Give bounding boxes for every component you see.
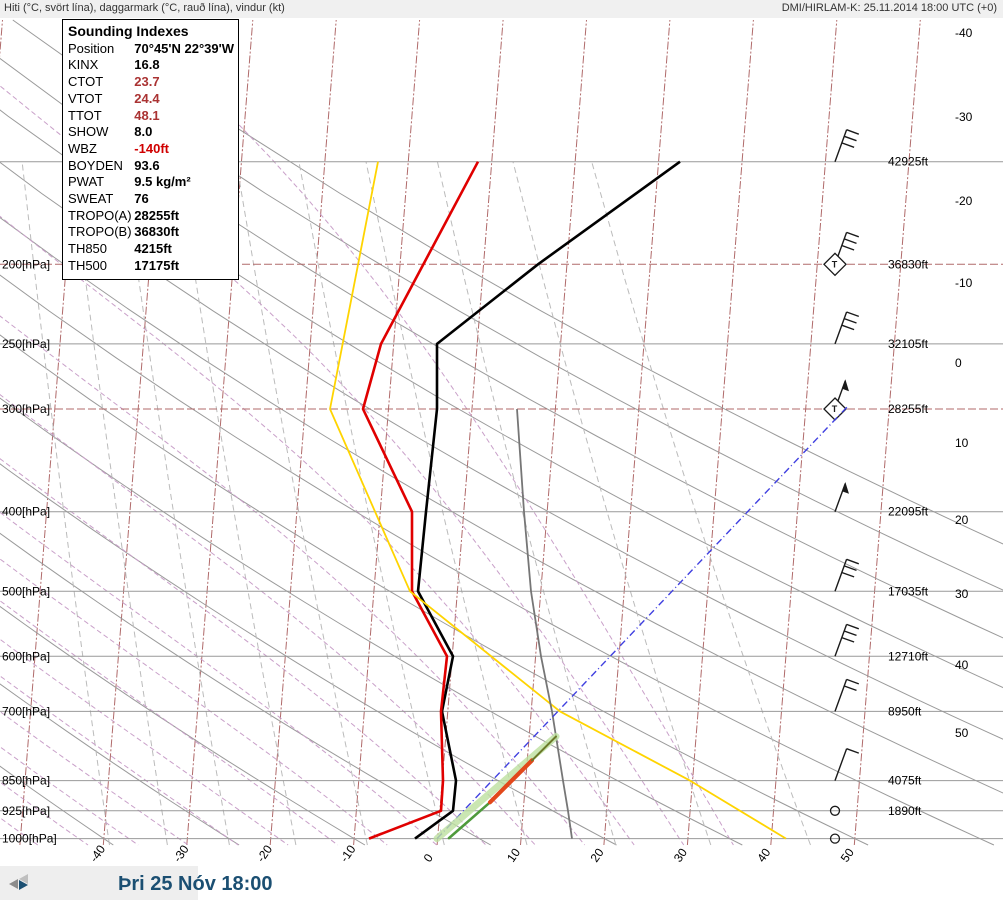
- svg-text:-20: -20: [955, 194, 973, 208]
- svg-text:400[hPa]: 400[hPa]: [2, 505, 50, 519]
- svg-text:700[hPa]: 700[hPa]: [2, 704, 50, 718]
- svg-text:0: 0: [955, 356, 962, 370]
- svg-text:12710ft: 12710ft: [888, 649, 929, 663]
- svg-text:300[hPa]: 300[hPa]: [2, 402, 50, 416]
- svg-text:925[hPa]: 925[hPa]: [2, 804, 50, 818]
- svg-text:T: T: [832, 404, 838, 414]
- svg-text:50: 50: [955, 726, 969, 740]
- svg-text:-40: -40: [955, 26, 973, 40]
- svg-text:10: 10: [955, 436, 969, 450]
- svg-text:8950ft: 8950ft: [888, 704, 922, 718]
- svg-text:4075ft: 4075ft: [888, 774, 922, 788]
- svg-text:1000[hPa]: 1000[hPa]: [2, 832, 57, 846]
- svg-text:20: 20: [955, 513, 969, 527]
- svg-text:250[hPa]: 250[hPa]: [2, 337, 50, 351]
- svg-text:42925ft: 42925ft: [888, 155, 929, 169]
- svg-text:-10: -10: [955, 276, 973, 290]
- svg-text:200[hPa]: 200[hPa]: [2, 257, 50, 271]
- svg-text:30: 30: [955, 587, 969, 601]
- svg-text:850[hPa]: 850[hPa]: [2, 774, 50, 788]
- svg-text:600[hPa]: 600[hPa]: [2, 649, 50, 663]
- svg-text:-30: -30: [955, 110, 973, 124]
- svg-text:28255ft: 28255ft: [888, 402, 929, 416]
- svg-text:500[hPa]: 500[hPa]: [2, 584, 50, 598]
- svg-text:22095ft: 22095ft: [888, 505, 929, 519]
- svg-text:17035ft: 17035ft: [888, 584, 929, 598]
- svg-text:36830ft: 36830ft: [888, 257, 929, 271]
- svg-text:1890ft: 1890ft: [888, 804, 922, 818]
- svg-text:40: 40: [955, 658, 969, 672]
- svg-text:T: T: [832, 260, 838, 270]
- svg-text:32105ft: 32105ft: [888, 337, 929, 351]
